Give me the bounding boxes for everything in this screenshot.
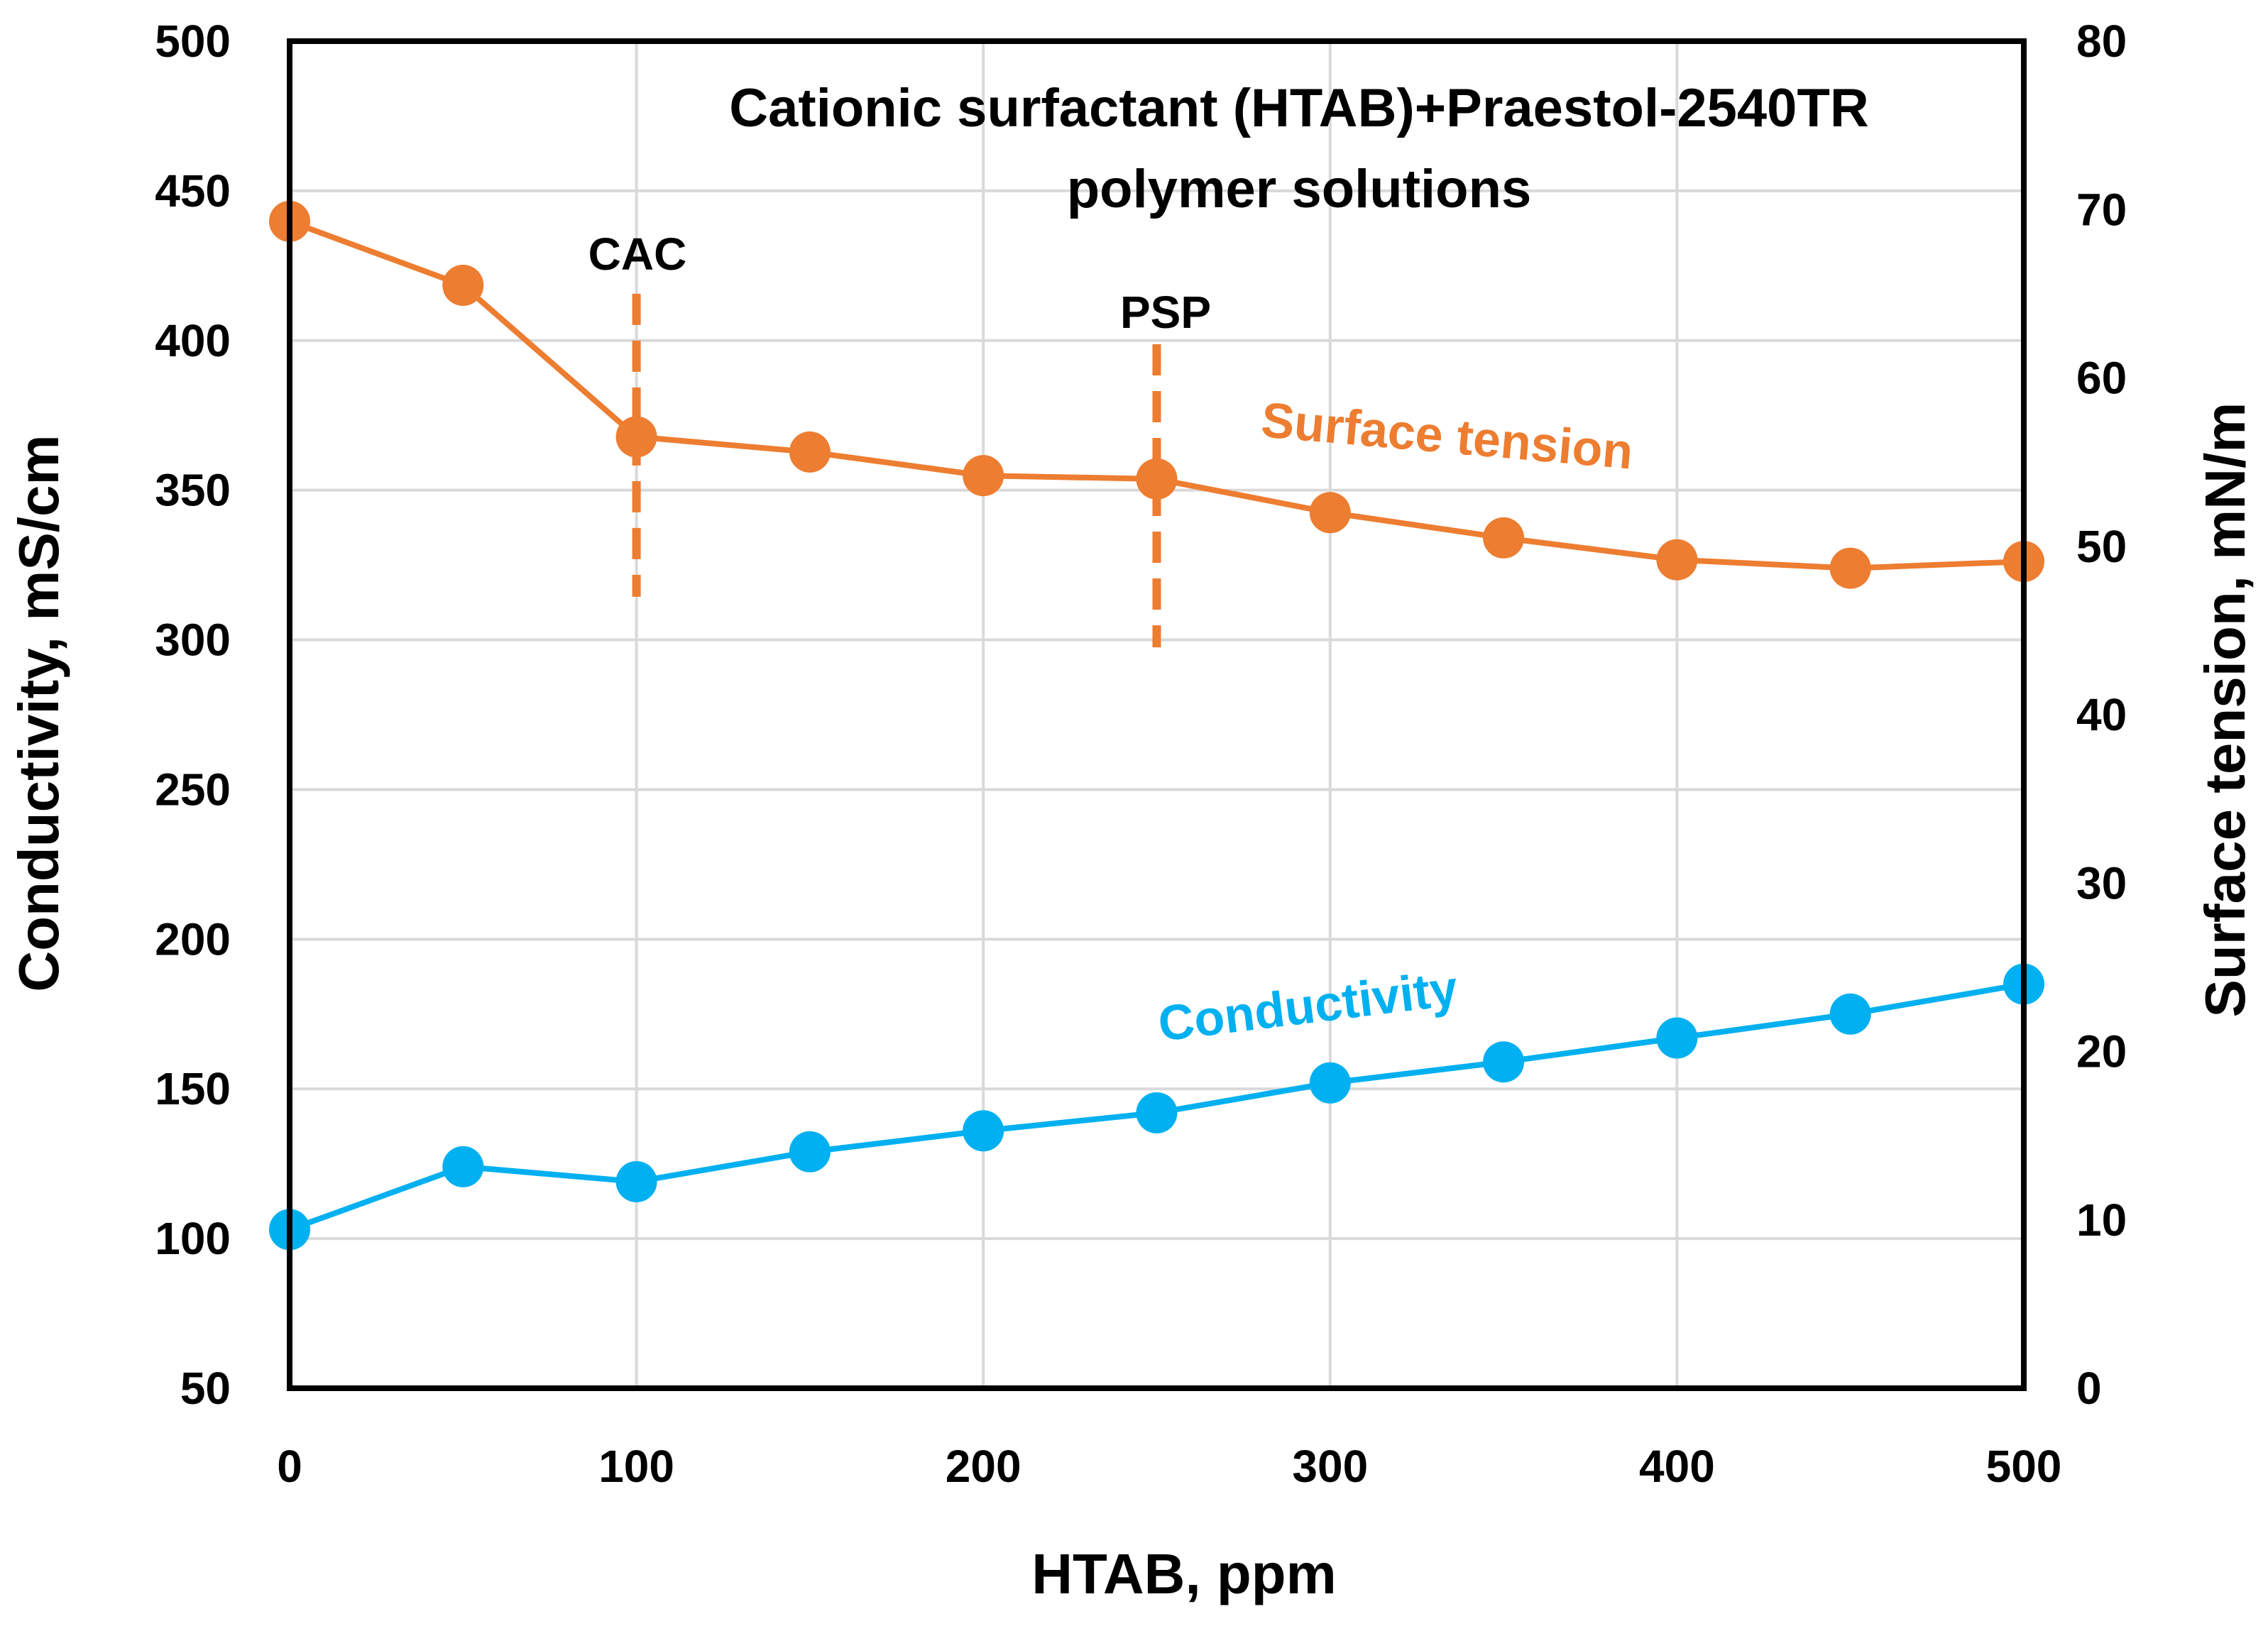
y-right-tick-label: 70 bbox=[2076, 184, 2127, 235]
data-point-conductivity bbox=[963, 1110, 1004, 1152]
x-tick-label: 400 bbox=[1639, 1441, 1715, 1492]
data-point-conductivity bbox=[1656, 1017, 1698, 1059]
y-right-tick-label: 50 bbox=[2076, 521, 2127, 572]
x-tick-label: 100 bbox=[598, 1441, 674, 1492]
y-left-tick-label: 400 bbox=[155, 315, 231, 366]
plot-area-frame bbox=[287, 38, 2027, 1391]
data-point-surface-tension bbox=[1309, 492, 1351, 534]
y-right-tick-label: 10 bbox=[2076, 1194, 2127, 1246]
y-axis-left-title: Conductivity, mS/cm bbox=[7, 434, 70, 991]
data-point-surface-tension bbox=[1483, 517, 1525, 559]
x-tick-label: 500 bbox=[1986, 1441, 2062, 1492]
data-point-conductivity bbox=[789, 1131, 831, 1172]
data-point-conductivity bbox=[442, 1146, 484, 1187]
x-tick-label: 200 bbox=[946, 1441, 1021, 1492]
data-point-conductivity bbox=[1483, 1041, 1525, 1083]
y-axis-right-title: Surface tension, mN/m bbox=[2193, 402, 2257, 1018]
series-points bbox=[269, 200, 2044, 1251]
data-point-conductivity bbox=[615, 1160, 657, 1202]
y-left-tick-label: 450 bbox=[155, 165, 231, 216]
data-point-surface-tension bbox=[1656, 539, 1698, 581]
annotation-label-cac: CAC bbox=[588, 229, 687, 280]
chart-title-line-1: Cationic surfactant (HTAB)+Praestol-2540… bbox=[729, 78, 1869, 138]
y-left-tick-label: 50 bbox=[180, 1363, 231, 1414]
data-point-surface-tension bbox=[442, 265, 484, 307]
y-left-tick-label: 500 bbox=[155, 16, 231, 67]
data-point-surface-tension bbox=[789, 431, 831, 473]
y-left-tick-label: 300 bbox=[155, 615, 231, 666]
y-right-tick-label: 40 bbox=[2076, 689, 2127, 740]
x-tick-label: 300 bbox=[1292, 1441, 1368, 1492]
data-point-conductivity bbox=[1136, 1092, 1178, 1133]
annotation-label-psp: PSP bbox=[1120, 287, 1211, 338]
data-point-surface-tension bbox=[615, 416, 657, 458]
y-left-tick-label: 250 bbox=[155, 764, 231, 815]
data-point-conductivity bbox=[1829, 993, 1871, 1035]
data-point-surface-tension bbox=[1829, 547, 1871, 589]
y-right-tick-label: 20 bbox=[2076, 1026, 2127, 1077]
x-axis-title: HTAB, ppm bbox=[1031, 1542, 1337, 1605]
chart-title-line-2: polymer solutions bbox=[1067, 159, 1532, 219]
x-tick-label: 0 bbox=[277, 1441, 302, 1492]
data-point-conductivity bbox=[1309, 1062, 1351, 1104]
y-right-tick-label: 0 bbox=[2076, 1363, 2102, 1414]
y-left-tick-label: 100 bbox=[155, 1213, 231, 1264]
y-right-tick-label: 80 bbox=[2076, 16, 2127, 67]
y-left-tick-label: 150 bbox=[155, 1063, 231, 1114]
y-left-tick-label: 350 bbox=[155, 465, 231, 516]
y-left-tick-label: 200 bbox=[155, 913, 231, 965]
data-point-surface-tension bbox=[963, 455, 1004, 497]
y-right-tick-label: 60 bbox=[2076, 353, 2127, 404]
y-right-tick-label: 30 bbox=[2076, 857, 2127, 908]
data-point-surface-tension bbox=[1136, 458, 1178, 500]
